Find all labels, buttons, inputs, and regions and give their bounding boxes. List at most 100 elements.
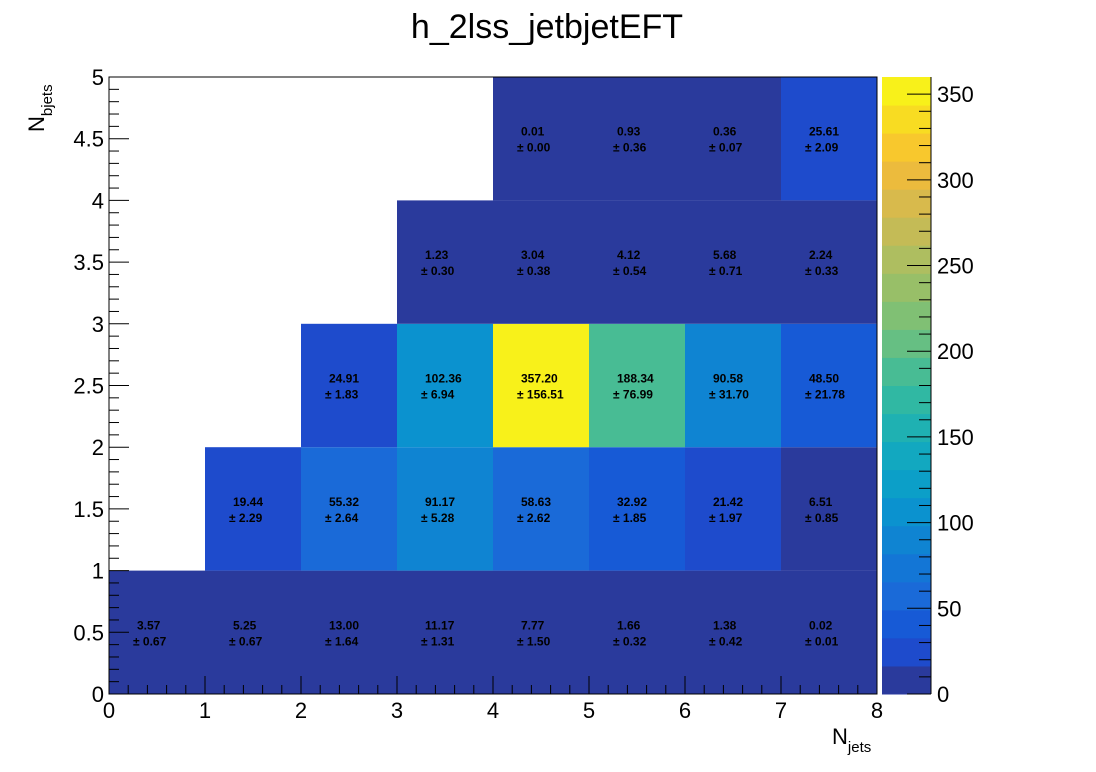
cell-value-label: 19.44 bbox=[233, 495, 263, 509]
cell-error-label: ± 1.83 bbox=[325, 388, 359, 402]
heatmap-cell bbox=[589, 200, 685, 324]
cell-error-label: ± 31.70 bbox=[709, 388, 749, 402]
z-tick-label: 150 bbox=[937, 425, 974, 450]
cell-value-label: 102.36 bbox=[425, 372, 462, 386]
color-scale-segment bbox=[882, 161, 931, 190]
color-scale-segment bbox=[882, 469, 931, 499]
heatmap-cell bbox=[493, 570, 589, 694]
x-tick-label: 7 bbox=[775, 698, 787, 723]
cell-value-label: 188.34 bbox=[617, 372, 654, 386]
heatmap-cell bbox=[589, 447, 685, 571]
y-tick-label: 1 bbox=[92, 559, 104, 584]
heatmap-cell bbox=[493, 77, 589, 201]
cell-value-label: 4.12 bbox=[617, 248, 641, 262]
z-tick-label: 300 bbox=[937, 168, 974, 193]
color-scale-segment bbox=[882, 133, 931, 162]
y-axis-label-main: N bbox=[24, 116, 49, 132]
cell-value-label: 5.68 bbox=[713, 248, 737, 262]
heatmap-cell bbox=[781, 200, 877, 324]
cell-value-label: 0.01 bbox=[521, 125, 545, 139]
cell-error-label: ± 0.54 bbox=[613, 264, 647, 278]
heatmap-cell bbox=[493, 447, 589, 571]
heatmap-cell bbox=[781, 77, 877, 201]
cell-value-label: 7.77 bbox=[521, 618, 545, 632]
heatmap-cell bbox=[589, 323, 685, 448]
color-scale-segment bbox=[882, 245, 931, 274]
cell-value-label: 21.42 bbox=[713, 495, 743, 509]
cell-value-label: 0.93 bbox=[617, 125, 641, 139]
z-tick-label: 350 bbox=[937, 82, 974, 107]
heatmap-cell bbox=[685, 200, 781, 324]
heatmap-cell bbox=[301, 447, 397, 571]
cell-error-label: ± 1.64 bbox=[325, 634, 359, 648]
x-tick-label: 1 bbox=[199, 698, 211, 723]
y-tick-label: 1.5 bbox=[73, 497, 104, 522]
cell-error-label: ± 0.36 bbox=[613, 141, 647, 155]
color-scale-segment bbox=[882, 357, 931, 386]
heatmap-cell bbox=[397, 200, 493, 324]
color-scale-segment bbox=[882, 497, 931, 527]
heatmap-cell bbox=[685, 570, 781, 694]
y-tick-label: 3.5 bbox=[73, 250, 104, 275]
y-axis-ticks: 0 0.5 1 1.5 2 2.5 3 3.5 4 4.5 5 bbox=[73, 65, 129, 707]
cell-error-label: ± 0.67 bbox=[229, 634, 263, 648]
color-scale-segment bbox=[882, 301, 931, 330]
heatmap-cell bbox=[589, 77, 685, 201]
cell-value-label: 32.92 bbox=[617, 495, 647, 509]
color-scale-segment bbox=[882, 77, 931, 106]
cell-error-label: ± 5.28 bbox=[421, 511, 455, 525]
cell-value-label: 48.50 bbox=[809, 372, 839, 386]
cell-error-label: ± 0.00 bbox=[517, 141, 551, 155]
cell-error-label: ± 6.94 bbox=[421, 388, 455, 402]
cell-error-label: ± 0.01 bbox=[805, 634, 839, 648]
cell-value-label: 3.04 bbox=[521, 248, 545, 262]
cell-value-label: 25.61 bbox=[809, 125, 839, 139]
heatmap-cells bbox=[109, 77, 877, 694]
heatmap-cell bbox=[493, 323, 589, 448]
heatmap-cell bbox=[685, 447, 781, 571]
heatmap-cell bbox=[781, 570, 877, 694]
cell-error-label: ± 76.99 bbox=[613, 388, 653, 402]
cell-value-label: 90.58 bbox=[713, 372, 743, 386]
cell-value-label: 55.32 bbox=[329, 495, 359, 509]
cell-error-label: ± 0.32 bbox=[613, 634, 647, 648]
color-scale-segment bbox=[882, 665, 931, 695]
cell-error-label: ± 1.50 bbox=[517, 634, 551, 648]
x-axis-label-sub: jets bbox=[847, 739, 871, 756]
x-tick-label: 5 bbox=[583, 698, 595, 723]
color-scale-segment bbox=[882, 189, 931, 218]
cell-value-label: 5.25 bbox=[233, 618, 257, 632]
cell-error-label: ± 0.67 bbox=[133, 634, 167, 648]
cell-error-label: ± 0.38 bbox=[517, 264, 551, 278]
cell-value-label: 6.51 bbox=[809, 495, 833, 509]
heatmap-cell bbox=[397, 323, 493, 448]
cell-value-label: 24.91 bbox=[329, 372, 359, 386]
y-tick-label: 5 bbox=[92, 65, 104, 90]
cell-value-label: 1.38 bbox=[713, 618, 737, 632]
cell-value-label: 58.63 bbox=[521, 495, 551, 509]
y-tick-label: 3 bbox=[92, 312, 104, 337]
heatmap-cell bbox=[493, 200, 589, 324]
cell-error-label: ± 0.33 bbox=[805, 264, 839, 278]
heatmap-cell bbox=[397, 447, 493, 571]
z-tick-label: 0 bbox=[937, 682, 949, 707]
heatmap-cell bbox=[397, 570, 493, 694]
cell-error-label: ± 1.31 bbox=[421, 634, 455, 648]
x-axis-label-main: N bbox=[832, 724, 848, 749]
y-tick-label: 4 bbox=[92, 188, 104, 213]
x-axis-ticks: 0 1 2 3 4 5 6 7 8 bbox=[103, 676, 883, 723]
heatmap-cell bbox=[685, 77, 781, 201]
heatmap-cell bbox=[301, 570, 397, 694]
cell-value-label: 357.20 bbox=[521, 372, 558, 386]
cell-value-label: 0.02 bbox=[809, 618, 833, 632]
y-axis-label-sub: bjets bbox=[39, 84, 56, 116]
heatmap-cell bbox=[685, 323, 781, 448]
color-scale-segment bbox=[882, 413, 931, 443]
x-tick-label: 2 bbox=[295, 698, 307, 723]
cell-value-label: 13.00 bbox=[329, 618, 359, 632]
cell-error-label: ± 156.51 bbox=[517, 388, 564, 402]
chart-title: h_2lss_jetbjetEFT bbox=[411, 8, 683, 46]
cell-value-label: 0.36 bbox=[713, 125, 737, 139]
cell-error-label: ± 1.97 bbox=[709, 511, 743, 525]
heatmap-cell bbox=[781, 447, 877, 571]
